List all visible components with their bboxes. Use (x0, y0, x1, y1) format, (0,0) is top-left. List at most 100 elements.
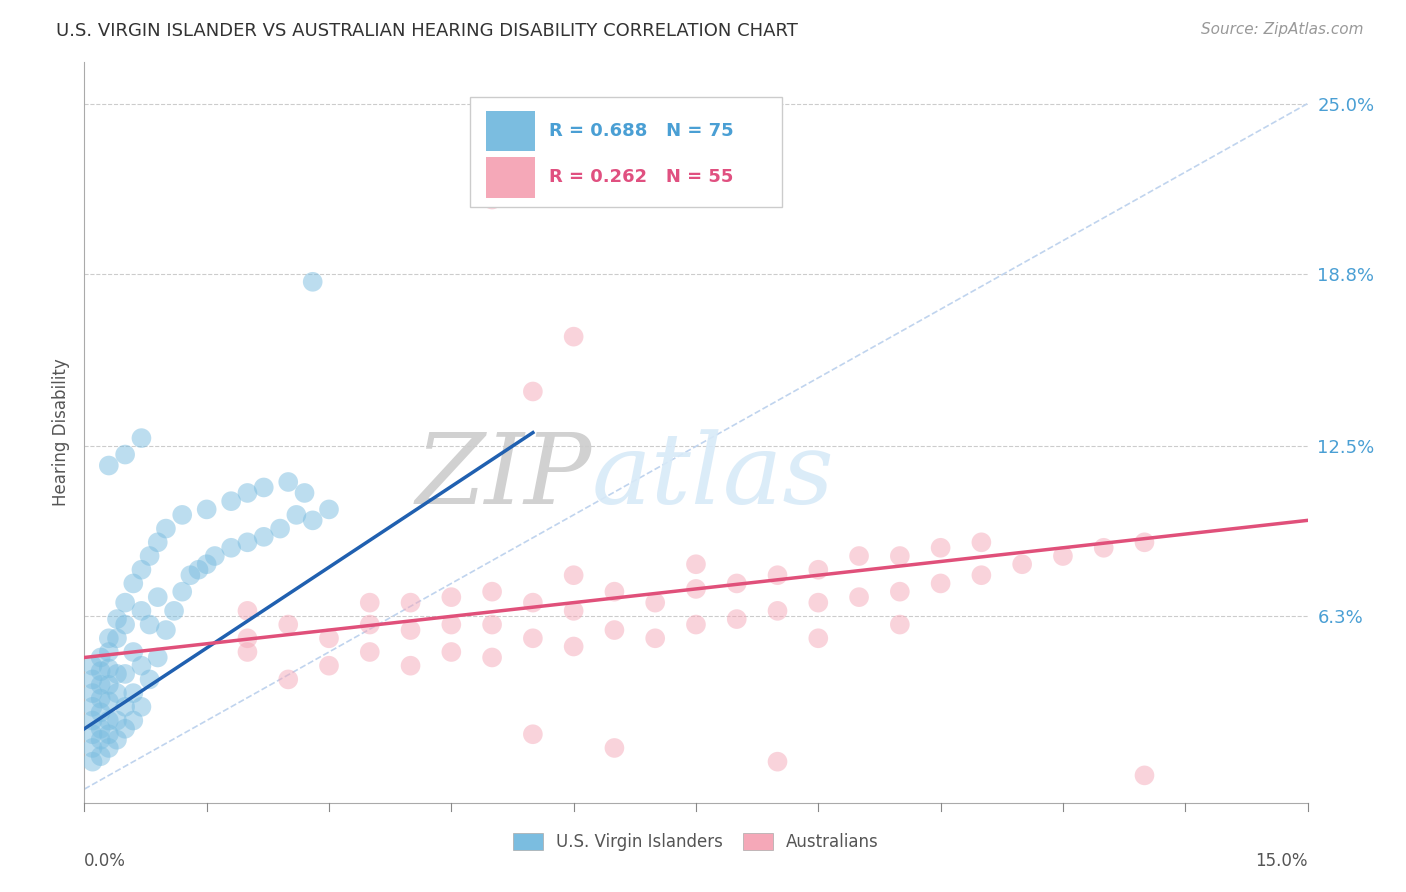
Point (131, 604, 153, 618)
Point (138, 617, 160, 632)
Point (562, 604, 585, 618)
Point (644, 596, 666, 610)
Point (163, 604, 186, 618)
Point (97, 678, 120, 692)
Point (644, 632, 666, 646)
Point (929, 576, 952, 591)
Point (195, 502, 218, 516)
Point (1052, 549, 1074, 563)
Point (236, 604, 259, 618)
Point (807, 632, 830, 646)
Point (146, 650, 169, 665)
Point (481, 617, 503, 632)
Point (766, 604, 789, 618)
Text: R = 0.262   N = 55: R = 0.262 N = 55 (550, 169, 734, 186)
Point (90, 650, 112, 665)
Point (82, 741, 104, 756)
Point (269, 522, 291, 536)
Text: R = 0.688   N = 75: R = 0.688 N = 75 (550, 121, 734, 139)
Point (318, 658, 340, 673)
Point (82, 658, 104, 673)
Point (440, 617, 463, 632)
Point (685, 582, 707, 596)
Point (301, 513, 323, 527)
Point (725, 612, 748, 626)
Point (318, 632, 340, 646)
Point (105, 732, 128, 747)
Point (105, 686, 128, 700)
Point (82, 699, 104, 714)
Point (399, 623, 422, 637)
Point (399, 658, 422, 673)
Point (90, 722, 112, 736)
Point (195, 558, 218, 572)
Point (236, 486, 259, 500)
Point (685, 617, 707, 632)
Point (970, 535, 993, 549)
Point (725, 576, 748, 591)
Point (301, 275, 323, 289)
Point (138, 549, 160, 563)
Point (253, 480, 276, 494)
Point (105, 667, 128, 681)
Point (131, 431, 153, 445)
Text: Source: ZipAtlas.com: Source: ZipAtlas.com (1201, 22, 1364, 37)
Point (603, 623, 626, 637)
Point (294, 486, 316, 500)
Point (481, 584, 503, 599)
Point (122, 645, 145, 659)
Point (603, 741, 626, 756)
Point (97, 727, 120, 741)
Point (970, 568, 993, 582)
Legend: U.S. Virgin Islanders, Australians: U.S. Virgin Islanders, Australians (506, 826, 886, 857)
Point (236, 645, 259, 659)
Point (522, 632, 544, 646)
Point (90, 749, 112, 764)
Point (146, 535, 169, 549)
Point (131, 658, 153, 673)
Point (848, 590, 870, 604)
Point (122, 714, 145, 728)
Point (114, 722, 136, 736)
Point (187, 563, 209, 577)
Point (889, 549, 911, 563)
Point (807, 596, 830, 610)
Point (481, 650, 503, 665)
Point (172, 508, 194, 522)
Point (90, 691, 112, 706)
Y-axis label: Hearing Disability: Hearing Disability (52, 359, 70, 507)
Point (359, 645, 381, 659)
Point (82, 714, 104, 728)
Point (440, 590, 463, 604)
Point (172, 584, 194, 599)
Point (90, 678, 112, 692)
FancyBboxPatch shape (485, 157, 534, 198)
Point (1011, 558, 1033, 572)
Point (685, 558, 707, 572)
Point (114, 448, 136, 462)
Point (253, 530, 276, 544)
Point (105, 612, 128, 626)
Point (236, 632, 259, 646)
Point (277, 617, 299, 632)
Point (82, 755, 104, 769)
Point (204, 549, 226, 563)
Point (219, 541, 242, 555)
Point (131, 563, 153, 577)
Point (114, 596, 136, 610)
Point (929, 541, 952, 555)
Point (889, 617, 911, 632)
Point (562, 640, 585, 654)
Point (603, 584, 626, 599)
Point (97, 714, 120, 728)
Point (122, 686, 145, 700)
Text: U.S. VIRGIN ISLANDER VS AUSTRALIAN HEARING DISABILITY CORRELATION CHART: U.S. VIRGIN ISLANDER VS AUSTRALIAN HEARI… (56, 22, 799, 40)
Point (155, 522, 177, 536)
Point (522, 727, 544, 741)
Point (889, 584, 911, 599)
Point (105, 632, 128, 646)
Text: ZIP: ZIP (416, 429, 592, 524)
Point (97, 741, 120, 756)
Point (82, 727, 104, 741)
Point (97, 632, 120, 646)
